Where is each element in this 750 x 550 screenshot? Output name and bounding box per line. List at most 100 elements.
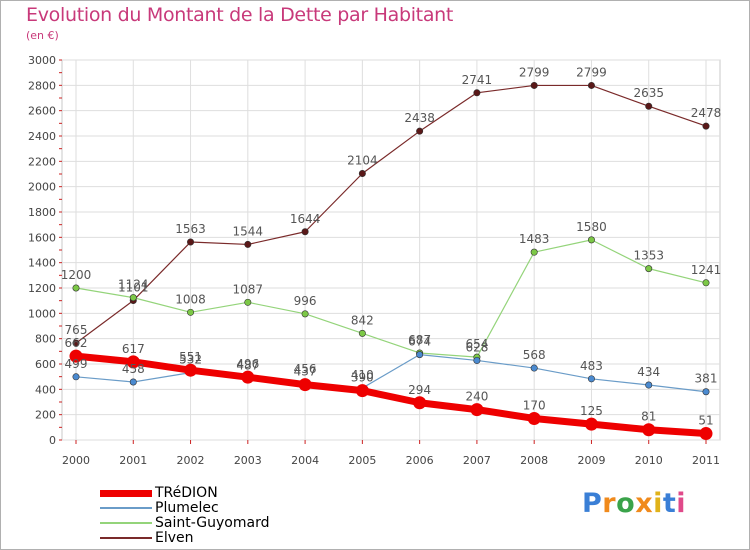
data-label: 2799 [519,65,550,79]
x-tick-label: 2010 [635,454,663,467]
data-label: 1241 [691,263,722,277]
data-label: 487 [236,358,259,372]
data-point [642,423,656,437]
x-tick-label: 2011 [692,454,720,467]
x-tick-label: 2009 [577,454,605,467]
legend-label: Plumelec [155,500,219,516]
data-label: 456 [294,362,317,376]
y-tick-label: 1400 [28,257,56,270]
data-point [530,248,538,256]
data-label: 532 [179,353,202,367]
data-label: 568 [523,348,546,362]
legend-label: TRéDION [155,485,218,501]
data-label: 458 [122,362,145,376]
logo-letter: P [582,488,603,519]
series-line [75,84,707,344]
legend-label: Saint-Guyomard [155,515,270,531]
data-point [301,310,309,318]
data-label: 381 [695,372,718,386]
chart-title: Evolution du Montant de la Dette par Hab… [26,4,454,26]
data-label: 496 [236,357,259,371]
data-label: 390 [351,371,374,385]
data-point [645,102,653,110]
x-tick-label: 2004 [291,454,319,467]
x-tick-label: 2006 [406,454,434,467]
y-tick-label: 3000 [28,54,56,67]
data-point [69,349,83,363]
y-tick-label: 1800 [28,206,56,219]
plot-area [61,59,721,441]
chart-subtitle: (en €) [26,29,59,42]
data-point [699,427,713,441]
data-point [527,411,541,425]
data-label: 240 [465,390,488,404]
data-label: 1644 [290,212,321,226]
x-tick-label: 2002 [177,454,205,467]
data-label: 483 [580,359,603,373]
legend-swatch [100,507,152,509]
data-point [129,294,137,302]
data-point [416,127,424,135]
data-point [355,384,369,398]
data-point [470,403,484,417]
data-point [244,298,252,306]
series-line [75,354,707,393]
data-point [187,238,195,246]
data-label: 294 [408,383,431,397]
logo-letter: r [602,488,617,519]
data-point [72,284,80,292]
y-tick-label: 1000 [28,307,56,320]
y-tick-label: 600 [35,358,56,371]
data-point [587,81,595,89]
data-label: 2104 [347,153,378,167]
data-label: 2799 [576,65,607,79]
data-point [413,396,427,410]
legend-swatch [100,537,152,539]
data-point [126,355,140,369]
x-tick-label: 2008 [520,454,548,467]
data-point [584,417,598,431]
data-point [298,378,312,392]
data-label: 687 [408,333,431,347]
data-point [72,373,80,381]
proxiti-logo: Proxiti [582,488,686,519]
logo-letter: x [635,488,654,519]
data-label: 842 [351,313,374,327]
x-tick-label: 2007 [463,454,491,467]
data-point [645,265,653,273]
data-label: 2741 [462,73,493,87]
data-label: 1544 [233,224,264,238]
data-label: 125 [580,404,603,418]
series-line [72,352,710,438]
x-tick-label: 2000 [62,454,90,467]
data-label: 1087 [233,282,264,296]
y-tick-label: 2400 [28,130,56,143]
data-label: 81 [641,410,656,424]
y-tick-label: 2000 [28,181,56,194]
data-label: 1008 [175,292,206,306]
logo-letter: o [616,488,636,519]
logo-letter: i [653,488,663,519]
data-label: 1580 [576,220,607,234]
data-point [358,329,366,337]
data-label: 1101 [118,281,149,295]
data-label: 1124 [118,278,149,292]
legend-swatch [100,490,152,497]
legend-label: Elven [155,530,194,546]
data-label: 765 [65,323,88,337]
data-point [187,308,195,316]
data-label: 434 [637,365,660,379]
data-point [702,388,710,396]
data-label: 2478 [691,106,722,120]
data-label: 996 [294,294,317,308]
y-tick-label: 2600 [28,105,56,118]
data-point [530,81,538,89]
data-label: 551 [179,350,202,364]
data-point [72,339,80,347]
data-point [244,240,252,248]
data-label: 2635 [633,86,664,100]
data-label: 2438 [404,111,435,125]
data-label: 662 [65,336,88,350]
x-tick-label: 2003 [234,454,262,467]
y-tick-label: 2800 [28,79,56,92]
